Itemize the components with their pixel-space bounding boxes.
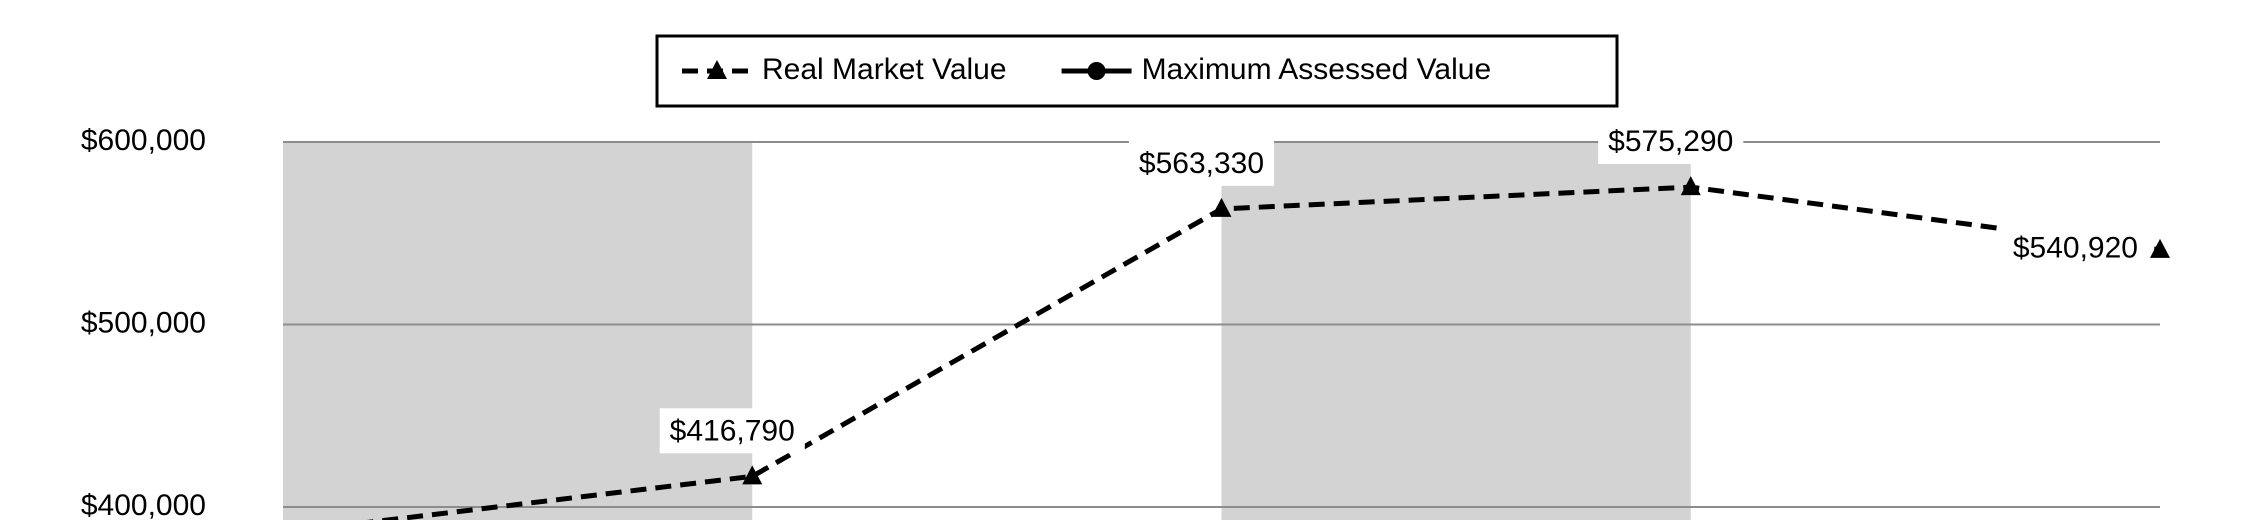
label-bg — [1128, 140, 1275, 186]
legend-marker — [1087, 62, 1106, 80]
legend-label: Maximum Assessed Value — [1142, 53, 1492, 86]
band — [1221, 142, 1691, 520]
data-label-group: $563,330 — [1128, 140, 1275, 186]
legend: Real Market Value Maximum Assessed Value — [655, 34, 1619, 108]
data-label: $563,330 — [1139, 147, 1264, 180]
label-bg — [2002, 225, 2148, 271]
marker — [1680, 176, 1701, 196]
marker — [2150, 238, 2170, 258]
legend-box — [655, 34, 1619, 108]
y-tick-label: $600,000 — [81, 124, 206, 157]
legend-label: Real Market Value — [762, 53, 1007, 86]
data-label-group: $416,790 — [659, 408, 805, 454]
data-label-group: $575,290 — [1598, 119, 1744, 165]
data-label-group: $540,920 — [2002, 225, 2148, 271]
label-bg — [659, 408, 805, 454]
data-label: $416,790 — [670, 414, 795, 447]
legend-marker — [707, 60, 727, 79]
label-bg — [1598, 119, 1744, 165]
y-tick-label: $500,000 — [81, 306, 206, 339]
marker — [742, 465, 763, 485]
data-label: $540,920 — [2013, 232, 2138, 265]
y-tick-label: $400,000 — [81, 489, 206, 520]
marker — [1211, 197, 1232, 217]
data-label: $575,290 — [1608, 125, 1733, 158]
band — [283, 142, 753, 520]
